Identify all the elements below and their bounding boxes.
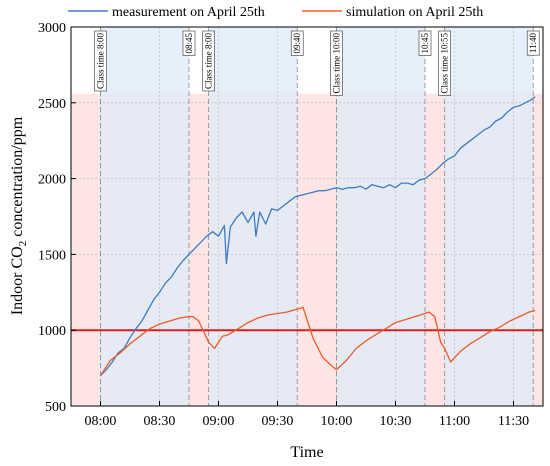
y-tick-label-1: 1000 (38, 324, 66, 339)
y-tick-label-4: 2500 (38, 97, 66, 112)
legend: measurement on April 25th simulation on … (68, 5, 483, 20)
class-annotation-label-2: Class time 8:00 (204, 33, 214, 89)
class-annotation-box-0 (94, 30, 107, 92)
class-annotation-box-3 (290, 30, 304, 56)
class-annotation-5: 10:45 (418, 30, 432, 56)
x-tick-label-1: 08:30 (144, 414, 176, 429)
x-tick-label-4: 10:00 (321, 414, 353, 429)
y-tick-label-0: 500 (45, 400, 66, 415)
class-annotations: Class time 8:00 08:45 Class time 8:00 09:40… (94, 30, 540, 96)
y-tick-label-5: 3000 (38, 21, 66, 36)
class-annotation-0: Class time 8:00 (94, 30, 107, 92)
x-tick-label-2: 09:00 (203, 414, 235, 429)
y-axis-label-rest: concentration/ppm (9, 116, 26, 241)
x-axis-label: Time (290, 444, 323, 461)
class-annotation-label-7: 11:40 (528, 33, 538, 54)
class-annotation-label-3: 09:40 (292, 33, 302, 54)
x-tick-label-3: 09:30 (262, 414, 294, 429)
y-axis-label: Indoor CO2 concentration/ppm (9, 116, 29, 315)
class-annotation-box-1 (182, 30, 196, 56)
y-axis-label-subscript: 2 (17, 241, 29, 247)
class-annotation-7: 11:40 (526, 30, 540, 56)
class-annotation-4: Class time 10:00 (330, 30, 343, 96)
class-annotation-2: Class time 8:00 (202, 30, 215, 92)
class-period-band-0 (100, 27, 189, 406)
class-annotation-1: 08:45 (182, 30, 196, 56)
series-lines (99, 96, 536, 377)
x-tick-label-5: 10:30 (380, 414, 412, 429)
y-tick-label-2: 1500 (38, 248, 66, 263)
legend-label-simulation: simulation on April 25th (346, 5, 483, 20)
class-annotation-label-5: 10:45 (420, 33, 430, 54)
plot-frame (70, 26, 544, 407)
class-annotation-label-1: 08:45 (184, 33, 194, 54)
class-annotation-label-6: Class time 10:55 (440, 33, 450, 94)
class-annotation-label-0: Class time 8:00 (96, 33, 106, 89)
x-tick-label-7: 11:30 (498, 414, 529, 429)
class-annotation-box-7 (526, 30, 540, 56)
legend-label-measurement: measurement on April 25th (112, 5, 265, 20)
series-line-1 (99, 306, 536, 377)
class-annotation-3: 09:40 (290, 30, 304, 56)
axes: 08:00 08:30 09:00 09:30 10:00 10:30 11:00 11:30… (38, 21, 529, 429)
y-axis-label-main: Indoor CO (9, 246, 26, 315)
class-period-band-3 (444, 27, 534, 406)
x-tick-label-0: 08:00 (85, 414, 117, 429)
y-tick-label-3: 2000 (38, 173, 66, 188)
class-period-band-2 (336, 27, 425, 406)
class-period-band-1 (208, 27, 298, 406)
x-tick-label-6: 11:00 (439, 414, 470, 429)
class-annotation-box-6 (438, 30, 452, 96)
class-annotation-box-4 (330, 30, 343, 96)
class-annotation-6: Class time 10:55 (438, 30, 452, 96)
series-line-0 (100, 96, 536, 377)
class-annotation-label-4: Class time 10:00 (332, 33, 342, 94)
class-annotation-box-2 (202, 30, 215, 92)
background-bands (71, 27, 543, 406)
class-annotation-box-5 (418, 30, 432, 56)
